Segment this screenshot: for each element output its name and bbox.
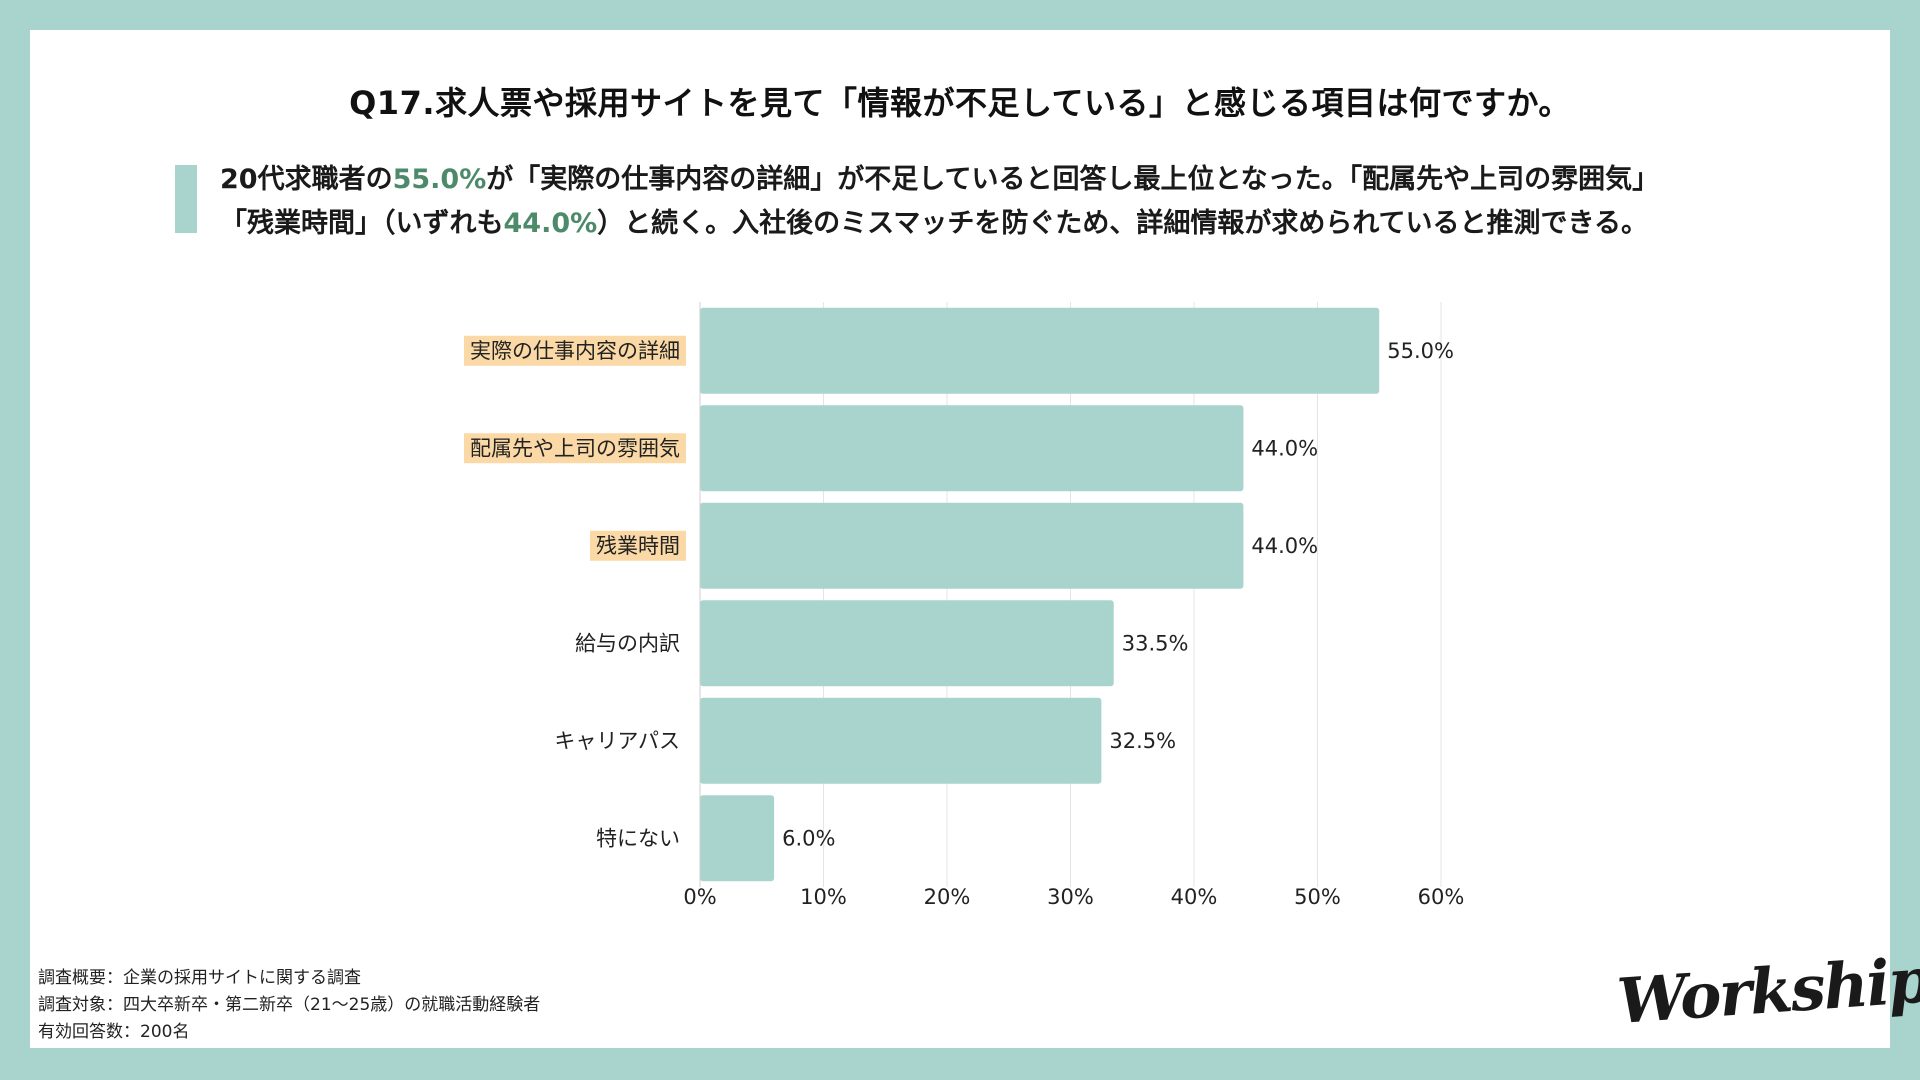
value-label: 32.5% (1109, 729, 1176, 753)
summary-line-1: 20代求職者の55.0%が「実際の仕事内容の詳細」が不足していると回答し最上位と… (220, 158, 1850, 202)
x-tick-label: 50% (1294, 885, 1341, 909)
summary-text: 20代求職者の55.0%が「実際の仕事内容の詳細」が不足していると回答し最上位と… (220, 158, 1850, 246)
summary-line-2: 「残業時間」（いずれも44.0%）と続く。入社後のミスマッチを防ぐため、詳細情報… (220, 202, 1850, 246)
survey-responses: 有効回答数：200名 (38, 1022, 190, 1042)
x-tick-label: 60% (1418, 885, 1465, 909)
x-tick-label: 0% (683, 885, 716, 909)
category-label: キャリアパス (554, 729, 680, 753)
value-label: 44.0% (1251, 436, 1318, 460)
summary-accent-bar (175, 165, 197, 233)
bar (700, 502, 1244, 589)
category-highlight (464, 335, 686, 366)
category-label: 配属先や上司の雰囲気 (470, 436, 680, 460)
bar (700, 307, 1380, 394)
summary-line2-part-a: 「残業時間」（いずれも (220, 208, 504, 239)
x-tick-label: 10% (800, 885, 847, 909)
logo-text: Workship (1614, 943, 1920, 1038)
chart-card: Q17.求人票や採用サイトを見て「情報が不足している」と感じる項目は何ですか。 … (30, 30, 1920, 1048)
survey-footer: 調査概要：企業の採用サイトに関する調査 調査対象：四大卒新卒・第二新卒（21〜2… (38, 965, 540, 1046)
summary-line2-part-b: ）と続く。入社後のミスマッチを防ぐため、詳細情報が求められていると推測できる。 (597, 208, 1649, 239)
value-label: 55.0% (1387, 339, 1454, 363)
bar (700, 600, 1114, 687)
survey-target: 調査対象：四大卒新卒・第二新卒（21〜25歳）の就職活動経験者 (38, 995, 541, 1015)
summary-highlight-44: 44.0% (503, 208, 598, 239)
category-highlight (590, 530, 686, 561)
survey-overview: 調査概要：企業の採用サイトに関する調査 (38, 968, 361, 988)
category-highlight (464, 433, 686, 464)
category-label: 特にない (596, 826, 680, 850)
bar (700, 697, 1102, 784)
x-tick-label: 40% (1171, 885, 1218, 909)
summary-line1-part-b: が「実際の仕事内容の詳細」が不足していると回答し最上位となった。「配属先や上司の… (486, 164, 1660, 195)
category-label: 実際の仕事内容の詳細 (470, 339, 680, 363)
summary-highlight-55: 55.0% (392, 164, 487, 195)
bar (700, 405, 1244, 492)
x-tick-label: 30% (1047, 885, 1094, 909)
x-tick-label: 20% (924, 885, 971, 909)
bar-chart: 0% 10% 20% 30% 40% 50% 60% 実際の仕事内容の詳細 55.0% 配属先や上… (464, 302, 1465, 909)
value-label: 6.0% (782, 826, 835, 850)
bar (700, 795, 775, 882)
workship-logo: Workship (1615, 943, 1920, 1045)
summary-line1-part-a: 20代求職者の (220, 164, 393, 195)
value-label: 44.0% (1251, 534, 1318, 558)
category-label: 残業時間 (596, 534, 680, 558)
chart-title: Q17.求人票や採用サイトを見て「情報が不足している」と感じる項目は何ですか。 (349, 84, 1571, 122)
value-label: 33.5% (1122, 631, 1189, 655)
category-label: 給与の内訳 (575, 631, 680, 655)
